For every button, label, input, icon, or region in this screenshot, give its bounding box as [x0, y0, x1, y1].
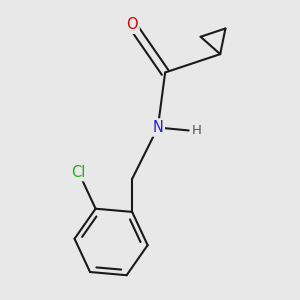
Text: N: N: [152, 120, 163, 135]
Text: O: O: [126, 17, 138, 32]
Text: H: H: [192, 124, 202, 137]
Text: Cl: Cl: [71, 165, 86, 180]
